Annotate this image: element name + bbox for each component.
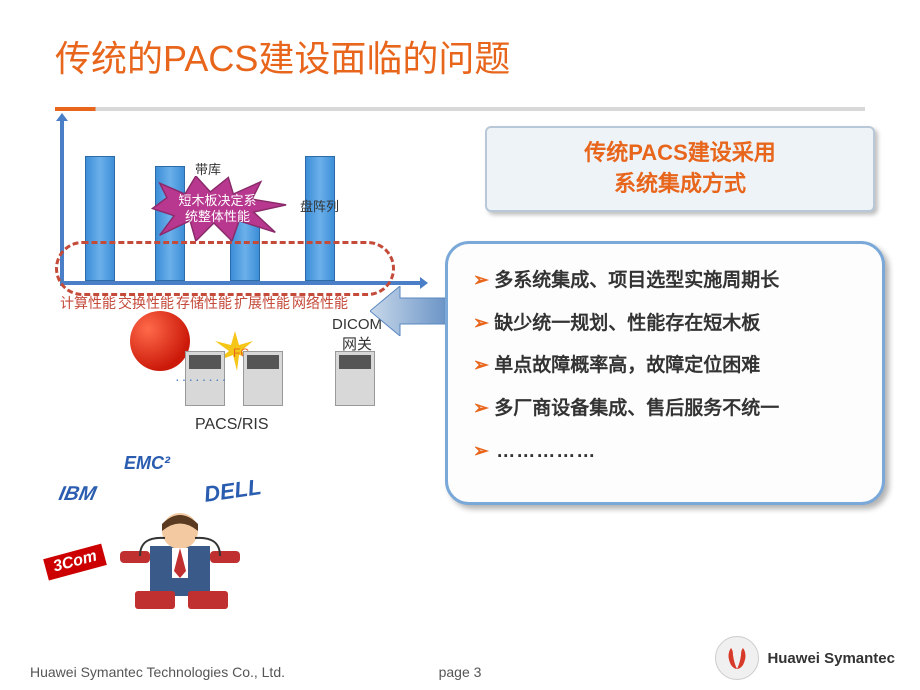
perf-label: 计算性能 [60,293,116,313]
perf-label: 交换性能 [118,293,174,313]
slide-footer: Huawei Symantec Technologies Co., Ltd. p… [0,650,920,690]
vendor-logo-emc: EMC² [120,451,174,476]
starburst-callout: 短木板决定系 统整体性能 [145,176,290,241]
footer-company: Huawei Symantec Technologies Co., Ltd. [30,664,285,680]
vendor-logo-3com: 3Com [43,544,107,581]
problem-bullet: 多系统集成、项目选型实施周期长 [473,269,867,294]
vendor-logo-ibm: IBM [52,481,102,508]
pacs-ris-label: PACS/RIS [195,416,269,434]
vendor-logos-area: EMC² IBM DELL 3Com [55,451,335,611]
content-area: 带库 盘阵列 短木板决定系 统整体性能 计算性能 交换性能 存储性能 扩展性能 … [0,111,920,581]
problem-bullet-ellipsis: …………… [473,440,867,465]
callout-title-line1: 传统PACS建设采用 [584,140,776,165]
problems-callout-box: 多系统集成、项目选型实施周期长 缺少统一规划、性能存在短木板 单点故障概率高，故… [445,241,885,505]
dotted-connector: ········ [175,371,228,387]
footer-page-number: page 3 [439,664,482,680]
brand-logo-text: Huawei Symantec [767,650,895,667]
slide-title: 传统的PACS建设面临的问题 [0,0,920,92]
left-diagram: 带库 盘阵列 短木板决定系 统整体性能 计算性能 交换性能 存储性能 扩展性能 … [55,121,425,591]
starburst-line2: 统整体性能 [185,209,250,225]
performance-labels-row: 计算性能 交换性能 存储性能 扩展性能 网络性能 [60,293,410,313]
starburst-line1: 短木板决定系 [178,193,256,209]
problem-bullet: 多厂商设备集成、售后服务不统一 [473,397,867,422]
dicom-text: 网关 [342,336,372,353]
callout-title-line2: 系统集成方式 [614,171,746,196]
problem-bullet: 缺少统一规划、性能存在短木板 [473,312,867,337]
server-icon [243,351,283,406]
label-disk-array: 盘阵列 [300,196,339,215]
red-sphere-icon [130,311,190,371]
perf-label: 扩展性能 [234,293,290,313]
dashed-oval [55,241,395,296]
server-icon [335,351,375,406]
problems-list: 多系统集成、项目选型实施周期长 缺少统一规划、性能存在短木板 单点故障概率高，故… [473,269,867,464]
perf-label: 存储性能 [176,293,232,313]
clipart-businessman-phones-icon [110,496,250,611]
brand-logo-icon [715,636,759,680]
footer-brand: Huawei Symantec [715,636,895,680]
problem-bullet: 单点故障概率高，故障定位困难 [473,354,867,379]
callout-title-box: 传统PACS建设采用 系统集成方式 [485,126,875,212]
perf-label: 网络性能 [292,293,348,313]
